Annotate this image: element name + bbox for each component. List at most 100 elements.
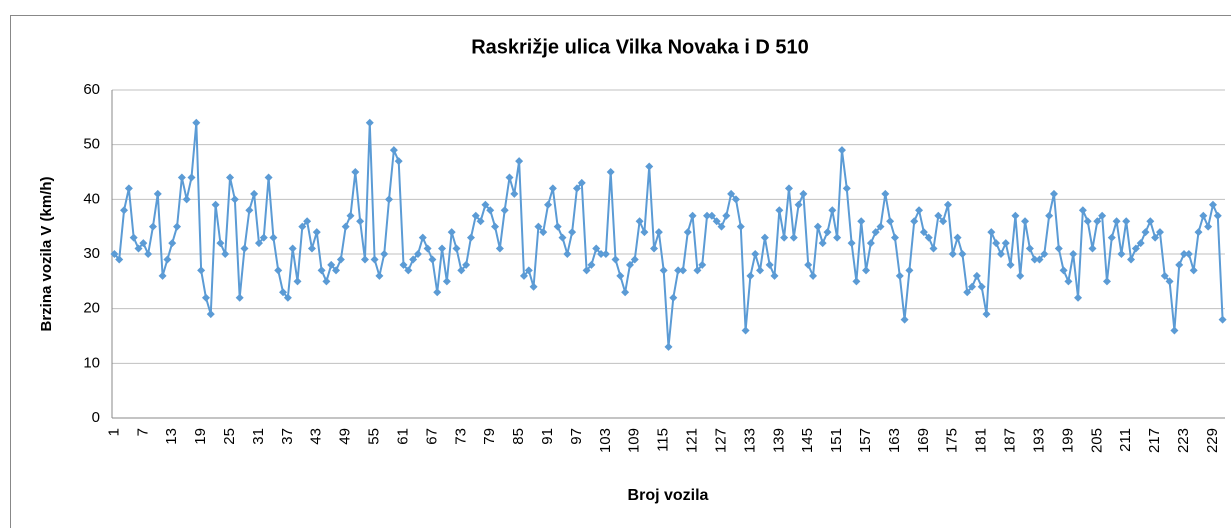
- data-point: [491, 222, 500, 231]
- data-point: [500, 206, 509, 215]
- data-point: [852, 277, 861, 286]
- data-point: [582, 266, 591, 275]
- chart-title: Raskrižje ulica Vilka Novaka i D 510: [471, 36, 809, 58]
- data-point: [399, 260, 408, 269]
- data-point: [1074, 293, 1083, 302]
- data-point: [462, 260, 471, 269]
- data-point: [929, 244, 938, 253]
- data-point: [1093, 217, 1102, 226]
- data-point: [264, 173, 273, 182]
- data-point: [1040, 250, 1049, 258]
- x-tick-label: 79: [481, 428, 498, 445]
- data-point: [1078, 206, 1087, 215]
- data-point: [110, 250, 119, 258]
- data-point: [1208, 200, 1217, 209]
- data-point: [124, 184, 133, 193]
- data-point: [245, 206, 254, 215]
- x-tick-label: 43: [308, 428, 325, 445]
- y-axis-title: Brzina vozila V (km/h): [38, 176, 55, 331]
- data-point: [1107, 233, 1116, 242]
- y-tick-label: 30: [83, 245, 100, 262]
- data-point: [919, 228, 928, 237]
- data-point: [283, 293, 292, 302]
- data-point: [293, 277, 302, 286]
- data-point: [1184, 250, 1193, 258]
- data-point: [992, 239, 1001, 248]
- data-point: [1146, 217, 1155, 226]
- data-point: [905, 266, 914, 275]
- data-point: [717, 222, 726, 231]
- data-point: [1175, 260, 1184, 269]
- data-point: [158, 271, 167, 280]
- x-tick-label: 229: [1204, 428, 1221, 453]
- data-point: [1045, 211, 1054, 220]
- data-point: [630, 255, 639, 264]
- chart-border: [10, 15, 1231, 528]
- data-point: [963, 288, 972, 297]
- data-point: [770, 271, 779, 280]
- x-tick-label: 13: [163, 428, 180, 445]
- x-tick-label: 49: [337, 428, 354, 445]
- y-tick-label: 40: [83, 190, 100, 207]
- data-point: [120, 206, 129, 215]
- data-point: [587, 260, 596, 269]
- data-point: [698, 260, 707, 269]
- x-axis-title: Broj vozila: [628, 487, 709, 504]
- x-tick-label: 7: [134, 428, 151, 436]
- data-point: [515, 157, 524, 166]
- data-point: [833, 233, 842, 242]
- data-point: [423, 244, 432, 253]
- data-point: [351, 168, 360, 176]
- data-point: [274, 266, 283, 275]
- data-point: [741, 326, 750, 335]
- data-point: [1016, 271, 1025, 280]
- data-point: [1122, 217, 1131, 226]
- data-point: [784, 184, 793, 193]
- data-point: [134, 244, 143, 253]
- data-point: [370, 255, 379, 264]
- x-tick-label: 85: [510, 428, 527, 445]
- data-point: [900, 315, 909, 324]
- data-point: [317, 266, 326, 275]
- data-point: [693, 266, 702, 275]
- data-point: [1199, 211, 1208, 220]
- data-point: [389, 146, 398, 155]
- x-tick-label: 121: [684, 428, 701, 453]
- data-point: [1127, 255, 1136, 264]
- data-point: [722, 211, 731, 220]
- x-tick-label: 199: [1059, 428, 1076, 453]
- data-point: [707, 211, 716, 220]
- data-point: [1069, 250, 1078, 258]
- data-point: [823, 228, 832, 237]
- data-point: [597, 250, 606, 258]
- x-tick-label: 139: [770, 428, 787, 453]
- data-point: [765, 260, 774, 269]
- data-point: [1165, 277, 1174, 286]
- data-point: [1088, 244, 1097, 253]
- data-point: [1189, 266, 1198, 275]
- data-point: [842, 184, 851, 193]
- data-point: [1006, 260, 1015, 269]
- data-point: [712, 217, 721, 226]
- data-point: [534, 222, 543, 231]
- data-point: [177, 173, 186, 182]
- data-point: [731, 195, 740, 204]
- data-point: [259, 233, 268, 242]
- data-point: [1059, 266, 1068, 275]
- data-point: [153, 189, 162, 198]
- data-point: [572, 184, 581, 193]
- data-point: [871, 228, 880, 237]
- data-point: [1151, 233, 1160, 242]
- data-point: [139, 239, 148, 248]
- data-point: [1194, 228, 1203, 237]
- data-point: [187, 173, 196, 182]
- data-point: [144, 250, 153, 258]
- data-point: [890, 233, 899, 242]
- data-point: [568, 228, 577, 237]
- data-point: [895, 271, 904, 280]
- data-point: [1083, 217, 1092, 226]
- data-point: [447, 228, 456, 237]
- data-point: [659, 266, 668, 275]
- data-point: [818, 239, 827, 248]
- data-point: [809, 271, 818, 280]
